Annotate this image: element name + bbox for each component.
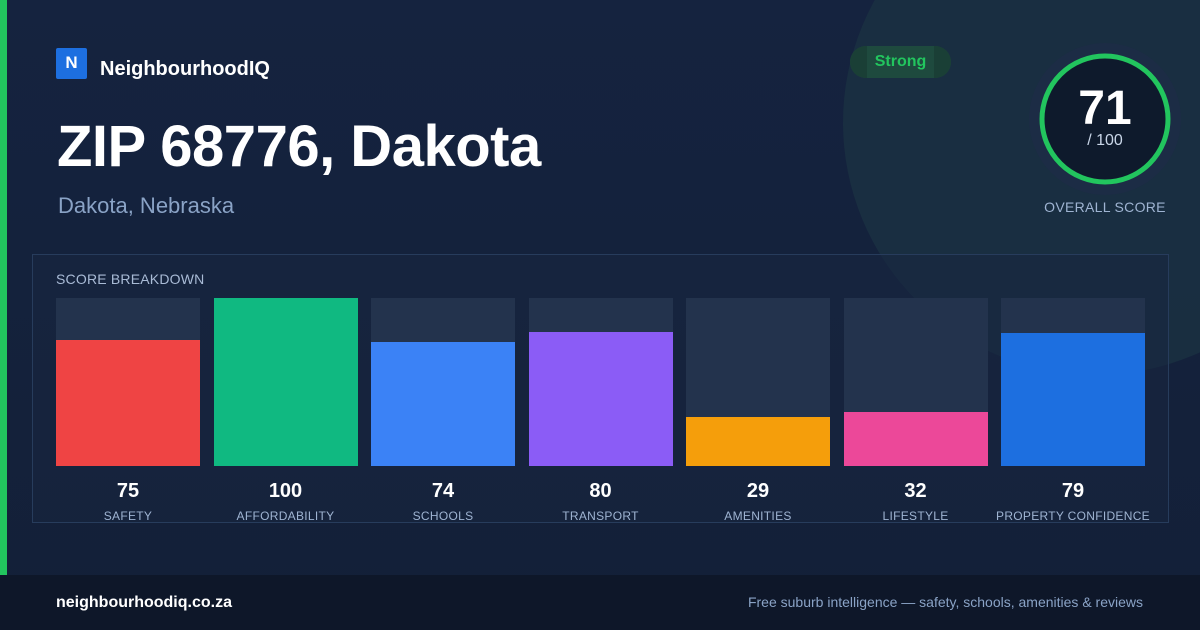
bar-value-lifestyle: 32 xyxy=(904,480,927,502)
bar-schools xyxy=(371,342,515,466)
bar-label-amenities: AMENITIES xyxy=(724,509,792,523)
bar-value-safety: 75 xyxy=(116,480,140,502)
bar-label-affordability: AFFORDABILITY xyxy=(236,509,335,523)
rating-badge: Strong xyxy=(850,46,951,78)
footer-tagline: Free suburb intelligence — safety, schoo… xyxy=(747,594,1143,610)
bar-label-lifestyle: LIFESTYLE xyxy=(882,509,949,523)
page-subtitle: Dakota, Nebraska xyxy=(58,193,235,218)
bar-label-transport: TRANSPORT xyxy=(562,509,639,523)
bar-value-amenities: 29 xyxy=(746,480,770,502)
bar-label-property-confidence: PROPERTY CONFIDENCE xyxy=(996,509,1150,523)
bar-label-schools: SCHOOLS xyxy=(412,509,474,523)
bar-lifestyle xyxy=(843,412,988,466)
bar-property-confidence xyxy=(1001,333,1145,466)
brand[interactable]: N NeighbourhoodIQ xyxy=(56,45,270,81)
bar-affordability xyxy=(213,298,358,466)
bar-label-safety: SAFETY xyxy=(103,509,153,523)
overall-score-caption: OVERALL SCORE xyxy=(1044,199,1166,215)
bar-value-schools: 74 xyxy=(431,480,455,502)
bar-amenities xyxy=(686,417,830,466)
bar-value-affordability: 100 xyxy=(268,480,303,502)
bar-transport xyxy=(528,332,673,466)
gauge-ring xyxy=(1039,53,1171,185)
bar-value-transport: 80 xyxy=(589,480,612,502)
bar-safety xyxy=(56,340,200,466)
accent-strip xyxy=(0,0,7,575)
overall-score-max: / 100 xyxy=(1087,132,1123,149)
footer xyxy=(0,575,1200,630)
overall-score-gauge xyxy=(1029,43,1181,195)
brand-name: NeighbourhoodIQ xyxy=(100,58,270,80)
rating-badge-label: Strong xyxy=(874,53,927,70)
bar-value-property-confidence: 79 xyxy=(1061,480,1085,502)
page-title: ZIP 68776, Dakota xyxy=(57,114,541,179)
footer-url[interactable]: neighbourhoodiq.co.za xyxy=(56,594,232,611)
brand-logo-icon: N xyxy=(56,47,87,79)
score-breakdown-title: SCORE BREAKDOWN xyxy=(56,271,205,287)
overall-score-value: 71 xyxy=(1078,82,1132,135)
